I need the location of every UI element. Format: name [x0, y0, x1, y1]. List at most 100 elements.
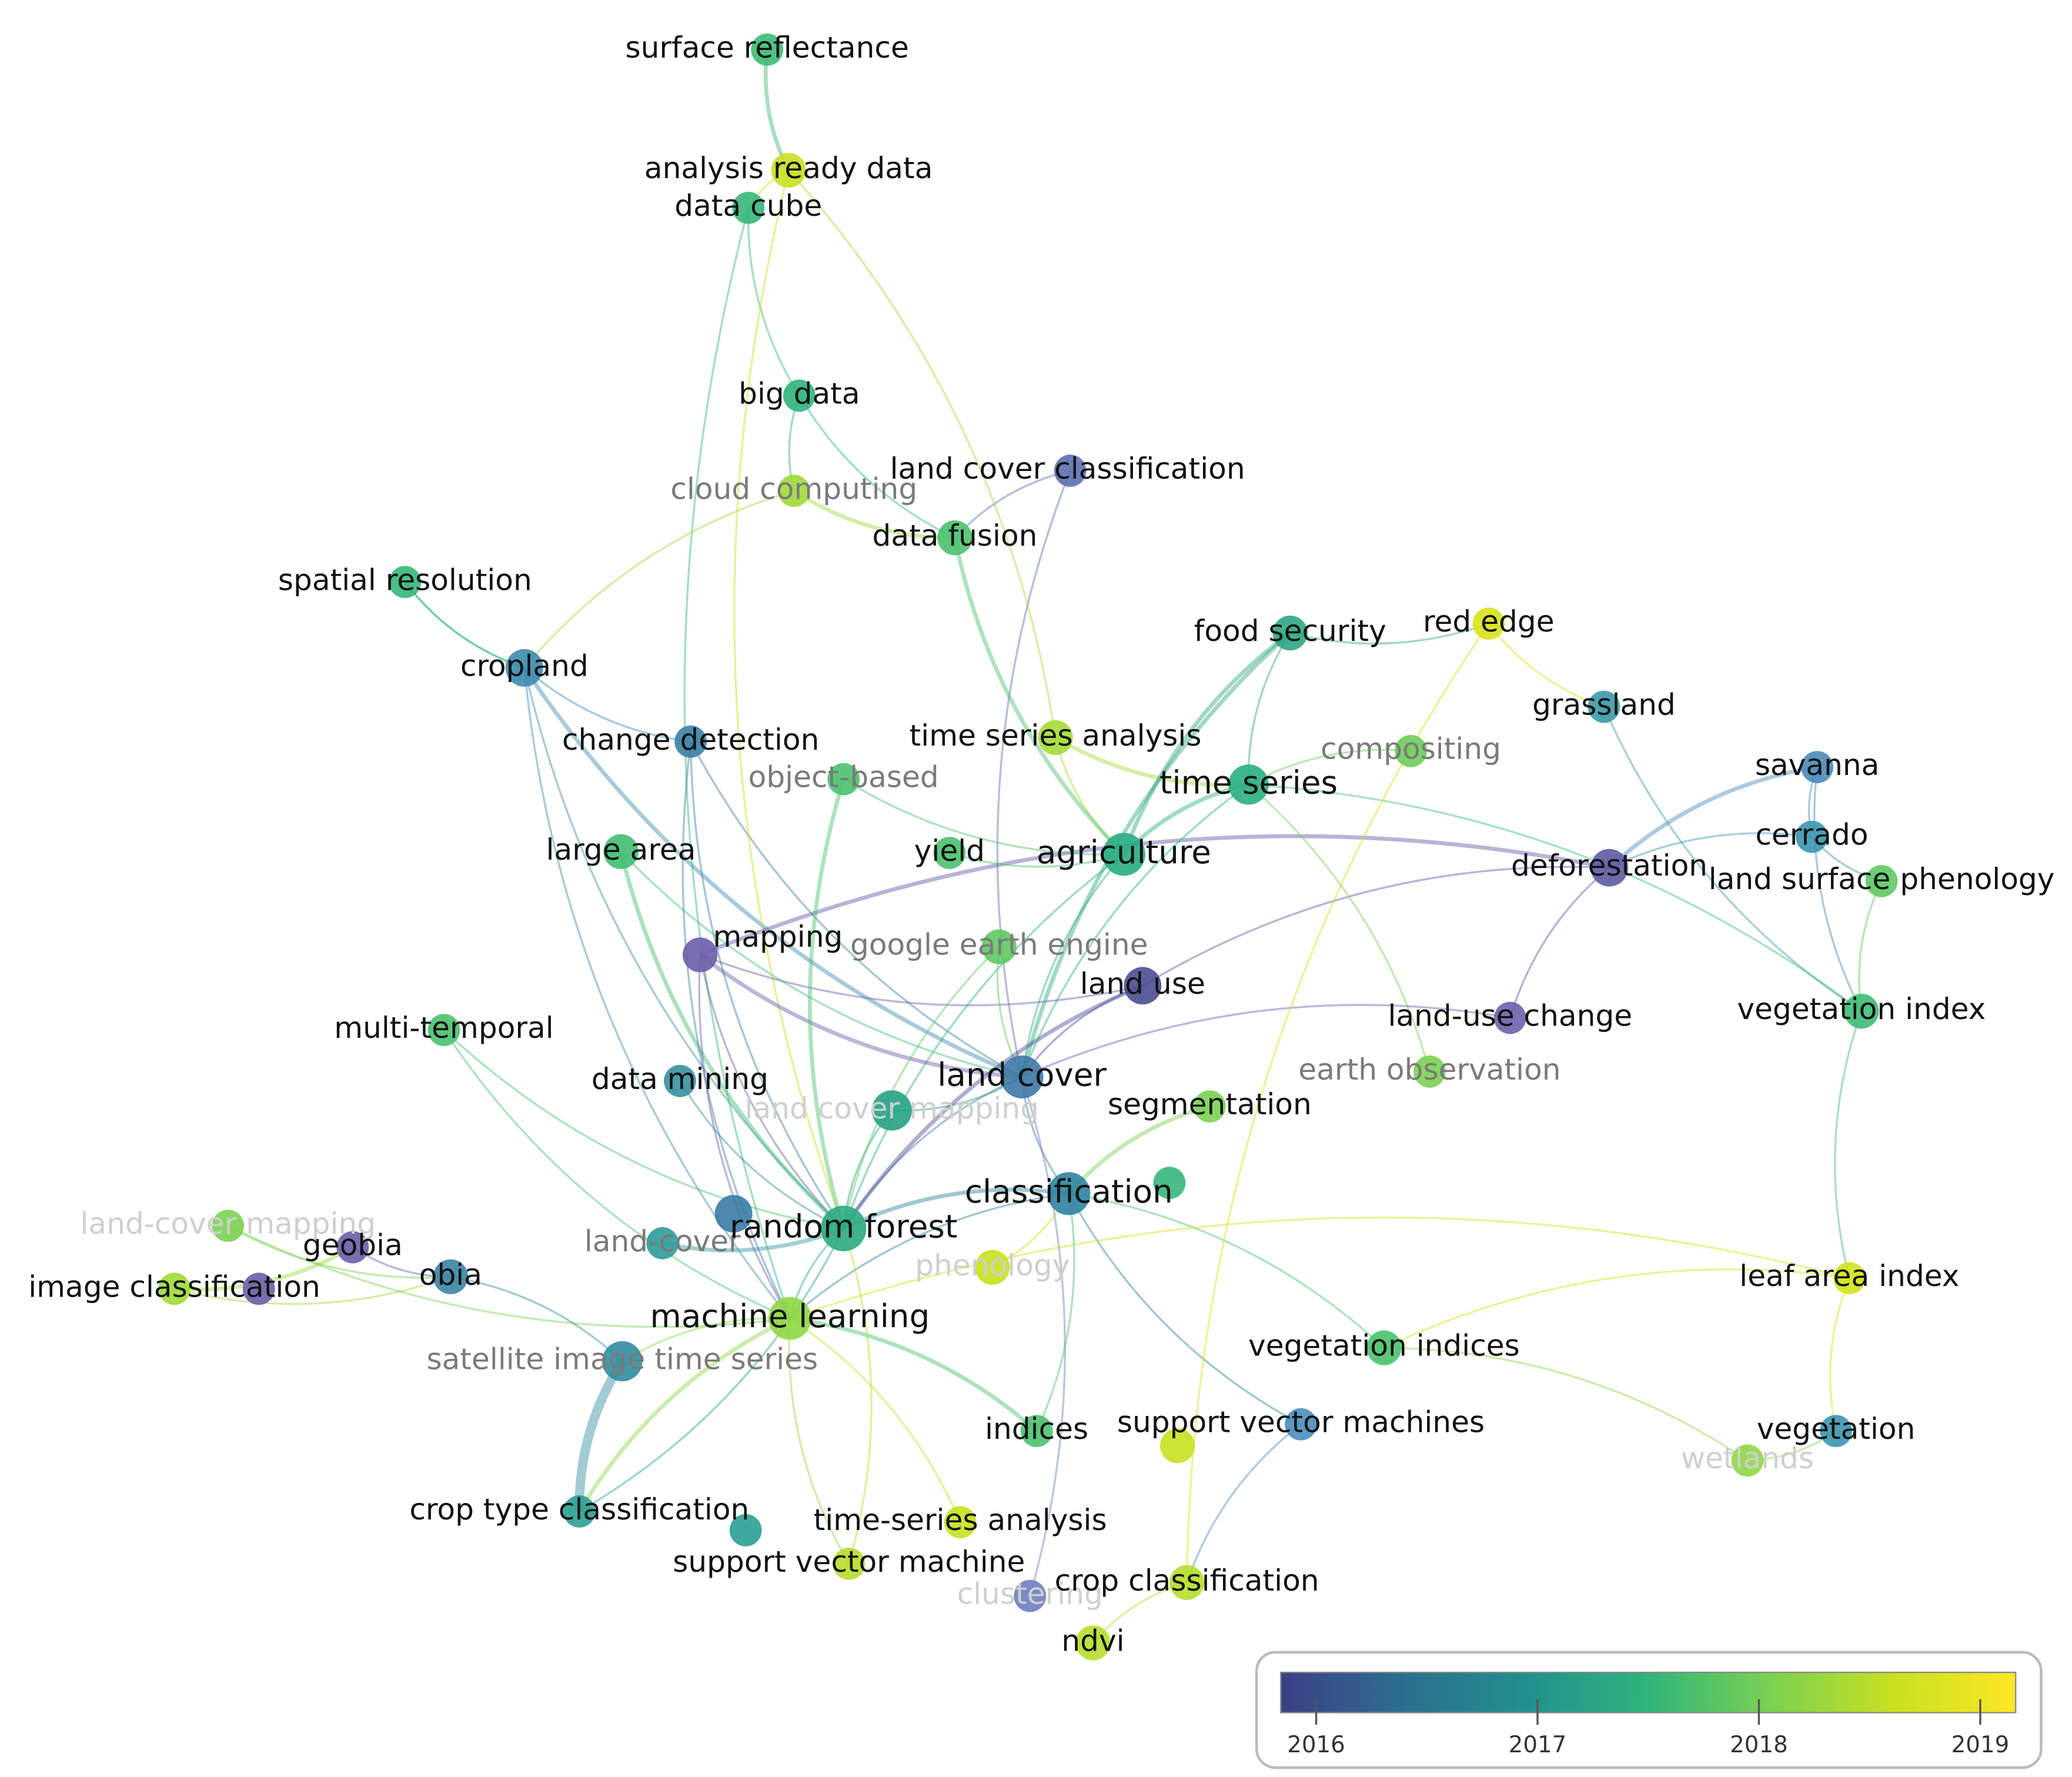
edge	[996, 470, 1071, 1077]
edge	[843, 778, 1124, 856]
edge	[843, 1187, 1070, 1231]
node	[1833, 1262, 1866, 1294]
node-label: surface reflectance	[625, 30, 908, 65]
node	[933, 837, 966, 869]
edge	[621, 1317, 790, 1362]
node-label: object-based	[748, 760, 939, 794]
node-label: analysis ready data	[644, 151, 933, 185]
node-label: land-cover mapping	[80, 1206, 376, 1241]
node	[1102, 833, 1145, 876]
edge	[1383, 1268, 1850, 1349]
node-label: land surface phenology	[1709, 861, 2055, 896]
edge	[788, 1318, 850, 1565]
node-label: google earth engine	[850, 927, 1148, 962]
edge	[690, 741, 1022, 1078]
edge	[450, 1275, 623, 1362]
colorbar-legend: 2016 2017 2018 2019	[1255, 1651, 2043, 1769]
edge	[523, 490, 794, 669]
node	[1014, 1579, 1047, 1612]
node-label: obia	[419, 1257, 482, 1292]
node	[158, 1272, 191, 1305]
edge	[1021, 783, 1249, 1078]
edge	[1603, 706, 1862, 1013]
node	[751, 34, 784, 66]
node	[1054, 455, 1087, 487]
edge	[1021, 853, 1125, 1077]
node	[242, 1272, 275, 1305]
node	[427, 1014, 460, 1046]
node	[820, 1205, 867, 1251]
edge	[574, 1358, 627, 1512]
node-label: savanna	[1755, 747, 1880, 782]
edge	[1248, 749, 1411, 786]
edge	[523, 667, 844, 1230]
node	[1731, 1444, 1764, 1477]
edge	[522, 666, 1023, 1079]
node	[937, 520, 972, 556]
edge	[798, 395, 955, 539]
edge	[1021, 1004, 1510, 1078]
edge	[1609, 832, 1812, 869]
node	[1590, 849, 1629, 887]
edge	[733, 170, 845, 1229]
node-label: crop type classification	[409, 1492, 749, 1527]
edge	[789, 1216, 1850, 1320]
edge	[1829, 1277, 1850, 1431]
node-label: spatial resolution	[278, 562, 532, 597]
edge	[1488, 623, 1605, 708]
edge	[789, 1193, 1070, 1320]
edge	[789, 1317, 961, 1523]
edge	[1068, 1193, 1302, 1425]
edge	[1067, 1104, 1211, 1195]
node	[1395, 734, 1427, 767]
node-label: time-series analysis	[814, 1502, 1107, 1537]
node	[768, 1297, 811, 1340]
edge	[681, 741, 791, 1319]
node-label: land use	[1080, 966, 1205, 1001]
node	[664, 1064, 696, 1097]
edge	[1247, 632, 1291, 785]
node	[433, 1259, 469, 1294]
node-label: land-use change	[1388, 998, 1632, 1033]
node-label: indices	[985, 1411, 1088, 1446]
node-label: time series	[1159, 763, 1338, 801]
node	[646, 1227, 679, 1260]
node	[714, 1195, 753, 1233]
node-label: big data	[738, 376, 860, 410]
node-label: cerrado	[1755, 817, 1868, 852]
node-label: land-cover	[584, 1224, 741, 1258]
colorbar-tick-label: 2016	[1287, 1732, 1345, 1758]
colorbar-tick-label: 2018	[1730, 1732, 1788, 1758]
node	[1413, 1055, 1446, 1088]
node-label: multi-temporal	[334, 1010, 553, 1045]
node	[833, 1547, 865, 1580]
edge	[841, 984, 1144, 1230]
edge	[404, 581, 525, 669]
node-label: deforestation	[1511, 848, 1707, 883]
edge	[404, 581, 525, 669]
node-label: segmentation	[1108, 1087, 1312, 1121]
edge	[1054, 736, 1249, 787]
node	[1844, 994, 1879, 1029]
node	[1038, 720, 1073, 756]
node	[1075, 1625, 1111, 1661]
edge	[1185, 1423, 1302, 1583]
node-label: grassland	[1532, 687, 1676, 722]
edge	[443, 1029, 844, 1230]
node	[389, 566, 422, 599]
edges	[174, 49, 1883, 1644]
node-label: agriculture	[1037, 833, 1211, 871]
edge	[789, 1316, 1038, 1433]
node	[1020, 1415, 1053, 1447]
edge	[683, 208, 791, 1319]
node	[771, 153, 806, 188]
node	[1194, 1090, 1226, 1123]
edge	[1289, 622, 1489, 645]
edge	[579, 1228, 845, 1512]
edge	[577, 1316, 791, 1513]
edge	[787, 169, 1057, 738]
node	[212, 1210, 245, 1242]
node-label: support vector machines	[1117, 1405, 1485, 1439]
node-label: cropland	[460, 648, 589, 683]
